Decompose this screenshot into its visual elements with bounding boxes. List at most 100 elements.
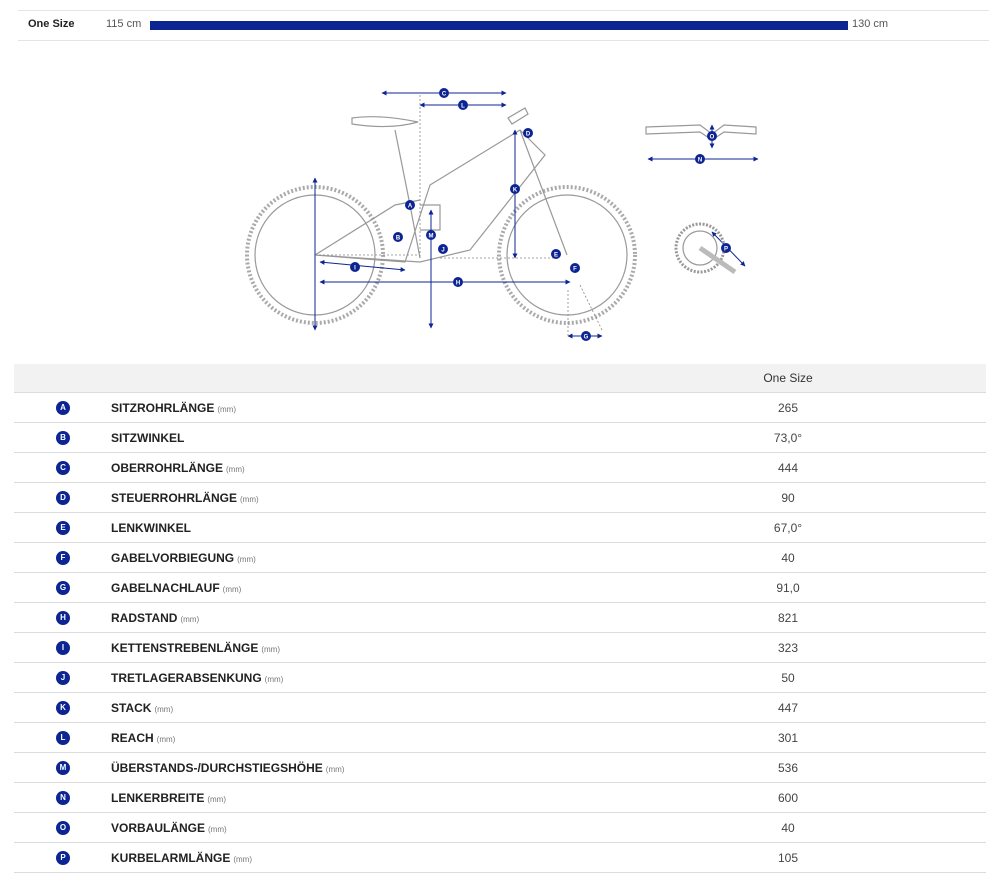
table-row: O VORBAULÄNGE (mm) 40 [14, 812, 986, 843]
diagram-marker-b: B [393, 232, 403, 242]
table-row: N LENKERBREITE (mm) 600 [14, 782, 986, 813]
row-name-cell: GABELNACHLAUF (mm) [110, 572, 590, 603]
row-name-cell: REACH (mm) [110, 722, 590, 753]
parameter-value: 265 [590, 392, 986, 423]
row-letter-cell: D [14, 482, 110, 513]
size-range-bar [150, 21, 848, 30]
header-parameter [110, 364, 590, 393]
parameter-name: SITZROHRLÄNGE [111, 400, 215, 415]
parameter-name: SITZWINKEL [111, 430, 185, 445]
size-min-height: 115 cm [106, 18, 142, 30]
parameter-unit: (mm) [233, 854, 252, 864]
table-row: D STEUERROHRLÄNGE (mm) 90 [14, 482, 986, 513]
table-row: I KETTENSTREBENLÄNGE (mm) 323 [14, 632, 986, 663]
svg-text:H: H [456, 281, 460, 287]
svg-text:G: G [584, 335, 589, 341]
geometry-table-body: A SITZROHRLÄNGE (mm) 265 B SITZWINKEL 73,0° C OB… [14, 392, 986, 873]
row-letter-cell: F [14, 542, 110, 573]
geometry-table: One Size A SITZROHRLÄNGE (mm) 265 B SITZWINKE… [14, 364, 986, 873]
table-row: A SITZROHRLÄNGE (mm) 265 [14, 392, 986, 423]
row-name-cell: SITZWINKEL [110, 422, 590, 453]
letter-badge: G [56, 580, 70, 595]
svg-text:I: I [354, 266, 356, 272]
parameter-value: 50 [590, 662, 986, 693]
parameter-value: 40 [590, 812, 986, 843]
row-name-cell: GABELVORBIEGUNG (mm) [110, 542, 590, 573]
letter-badge: J [56, 670, 70, 685]
svg-text:M: M [429, 234, 434, 240]
row-letter-cell: L [14, 722, 110, 753]
svg-text:N: N [698, 158, 702, 164]
parameter-unit: (mm) [261, 644, 280, 654]
dimension-lines [312, 90, 759, 339]
diagram-marker-c: C [439, 88, 449, 98]
row-name-cell: SITZROHRLÄNGE (mm) [110, 392, 590, 423]
svg-text:F: F [573, 267, 577, 273]
diagram-marker-j: J [438, 244, 448, 254]
parameter-unit: (mm) [207, 794, 226, 804]
table-row: L REACH (mm) 301 [14, 722, 986, 753]
diagram-marker-n: N [695, 154, 705, 164]
svg-text:C: C [442, 92, 447, 98]
parameter-unit: (mm) [325, 764, 345, 774]
svg-text:D: D [526, 132, 531, 138]
diagram-marker-a: A [405, 200, 415, 210]
parameter-value: 301 [590, 722, 986, 753]
parameter-name: KETTENSTREBENLÄNGE [111, 640, 259, 655]
parameter-value: 105 [590, 842, 986, 873]
parameter-name: REACH [111, 730, 154, 745]
table-row: H RADSTAND (mm) 821 [14, 602, 986, 633]
svg-text:J: J [441, 248, 444, 254]
svg-text:P: P [724, 247, 728, 253]
parameter-name: GABELNACHLAUF [111, 580, 220, 595]
row-letter-cell: N [14, 782, 110, 813]
svg-text:K: K [513, 188, 518, 194]
row-name-cell: RADSTAND (mm) [110, 602, 590, 633]
parameter-value: 447 [590, 692, 986, 723]
diagram-marker-p: P [721, 243, 731, 253]
parameter-name: LENKWINKEL [111, 520, 191, 535]
row-letter-cell: A [14, 392, 110, 423]
table-row: K STACK (mm) 447 [14, 692, 986, 723]
row-name-cell: VORBAULÄNGE (mm) [110, 812, 590, 843]
parameter-unit: (mm) [237, 554, 256, 564]
row-name-cell: TRETLAGERABSENKUNG (mm) [110, 662, 590, 693]
diagram-marker-g: G [581, 331, 591, 341]
diagram-marker-e: E [551, 249, 561, 259]
letter-badge: M [56, 760, 70, 775]
letter-badge: E [56, 520, 70, 535]
letter-badge: F [56, 550, 70, 565]
parameter-unit: (mm) [226, 464, 245, 474]
parameter-value: 821 [590, 602, 986, 633]
parameter-unit: (mm) [264, 674, 284, 684]
row-letter-cell: H [14, 602, 110, 633]
letter-badge: O [56, 820, 70, 835]
letter-badge: C [56, 460, 70, 475]
row-name-cell: LENKWINKEL [110, 512, 590, 543]
table-row: P KURBELARMLÄNGE (mm) 105 [14, 842, 986, 873]
letter-badge: B [56, 430, 70, 445]
row-letter-cell: J [14, 662, 110, 693]
parameter-unit: (mm) [180, 614, 200, 624]
diagram-markers: A B C D E F G H I J K L M N O P [350, 88, 731, 341]
parameter-value: 67,0° [590, 512, 986, 543]
row-letter-cell: C [14, 452, 110, 483]
letter-badge: N [56, 790, 70, 805]
parameter-unit: (mm) [208, 824, 227, 834]
parameter-value: 600 [590, 782, 986, 813]
size-max-height: 130 cm [852, 18, 889, 30]
parameter-name: KURBELARMLÄNGE [111, 850, 231, 865]
table-row: G GABELNACHLAUF (mm) 91,0 [14, 572, 986, 603]
parameter-value: 323 [590, 632, 986, 663]
row-name-cell: OBERROHRLÄNGE (mm) [110, 452, 590, 483]
row-name-cell: ÜBERSTANDS-/DURCHSTIEGSHÖHE (mm) [110, 752, 590, 783]
table-row: E LENKWINKEL 67,0° [14, 512, 986, 543]
row-letter-cell: M [14, 752, 110, 783]
diagram-marker-f: F [570, 263, 580, 273]
svg-text:L: L [461, 104, 465, 110]
row-letter-cell: I [14, 632, 110, 663]
row-letter-cell: K [14, 692, 110, 723]
svg-text:E: E [554, 253, 558, 259]
row-name-cell: STACK (mm) [110, 692, 590, 723]
table-row: F GABELVORBIEGUNG (mm) 40 [14, 542, 986, 573]
